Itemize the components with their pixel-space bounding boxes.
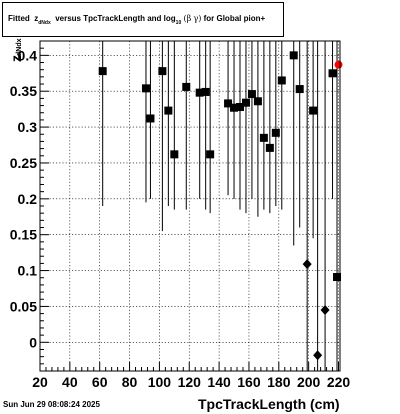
y-tick-label: 0.05 — [10, 298, 37, 314]
title-gamma: γ — [193, 14, 199, 23]
title-log-sub: 10 — [175, 20, 182, 26]
data-point-square — [141, 84, 150, 93]
y-tick-label: 0.4 — [18, 47, 38, 63]
x-tick-label: 140 — [207, 374, 231, 390]
chart-title-box: Fitted zdNdx versus TpcTrackLength and l… — [2, 2, 284, 37]
title-z-sub: dNdx — [38, 20, 51, 26]
data-point-square — [333, 273, 342, 282]
y-tick-label: 0.3 — [18, 119, 38, 135]
data-point-square — [289, 51, 298, 60]
x-tick-label: 120 — [178, 374, 202, 390]
data-point-square — [259, 133, 268, 142]
data-markers — [98, 51, 343, 361]
y-axis-label-sub: dNdx — [16, 38, 23, 57]
x-tick-label: 60 — [92, 374, 108, 390]
y-tick-label: 0.1 — [18, 263, 38, 279]
data-point-square — [201, 87, 210, 96]
chart-title: Fitted zdNdx versus TpcTrackLength and l… — [8, 14, 266, 26]
y-tick-label: 0.15 — [10, 227, 37, 243]
data-point-square — [158, 67, 167, 76]
y-tick-label: 0.2 — [18, 191, 38, 207]
data-point-square — [277, 76, 286, 85]
data-point-diamond — [313, 350, 323, 361]
title-beta: β — [186, 14, 192, 23]
data-point-square — [241, 98, 250, 107]
y-tick-label: 0.35 — [10, 83, 37, 99]
tick-labels: 20 40 60 80 100 120 140 160 180 200 220 0 0.05 0.1 0.1… — [10, 47, 351, 390]
data-point-square — [265, 143, 274, 152]
data-point-square — [182, 82, 191, 91]
data-point-square — [146, 114, 155, 123]
x-tick-label: 40 — [62, 374, 78, 390]
y-tick-label: 0 — [29, 334, 37, 350]
y-axis-label-main: z — [8, 55, 24, 62]
x-tick-label: 220 — [327, 374, 351, 390]
data-point-square — [309, 106, 318, 115]
x-tick-label: 180 — [267, 374, 291, 390]
title-close-paren: ) — [198, 14, 202, 23]
data-point-square — [236, 103, 244, 111]
data-point-square — [224, 99, 233, 108]
data-point-square — [206, 150, 215, 159]
data-point-highlight — [334, 60, 343, 69]
data-point-diamond — [302, 259, 312, 270]
data-point-square — [253, 97, 262, 106]
axis-ticks — [39, 40, 340, 372]
data-point-square — [295, 85, 304, 94]
data-point-square — [195, 88, 204, 97]
data-point-square — [230, 103, 239, 112]
y-axis-label: z dNdx — [2, 38, 28, 80]
x-tick-label: 80 — [122, 374, 138, 390]
y-tick-label: 0.25 — [10, 155, 37, 171]
data-point-square — [164, 106, 173, 115]
data-point-square — [271, 128, 280, 137]
x-axis-label: TpcTrackLength (cm) — [198, 396, 340, 412]
error-bars — [102, 41, 338, 371]
title-suffix: for Global pion+ — [203, 14, 266, 23]
x-tick-label: 100 — [148, 374, 172, 390]
title-middle: versus TpcTrackLength and log — [55, 14, 176, 23]
x-tick-label: 200 — [297, 374, 321, 390]
data-point-square — [328, 69, 337, 78]
title-prefix: Fitted — [8, 14, 30, 23]
title-open-paren: ( — [183, 14, 187, 23]
data-point-square — [170, 150, 179, 159]
data-point-square — [247, 90, 256, 99]
timestamp: Sun Jun 29 08:08:24 2025 — [3, 400, 100, 409]
data-point-diamond — [320, 305, 330, 316]
x-tick-label: 160 — [237, 374, 261, 390]
title-z: z — [34, 14, 39, 23]
x-tick-label: 20 — [32, 374, 48, 390]
data-point-square — [98, 67, 107, 76]
